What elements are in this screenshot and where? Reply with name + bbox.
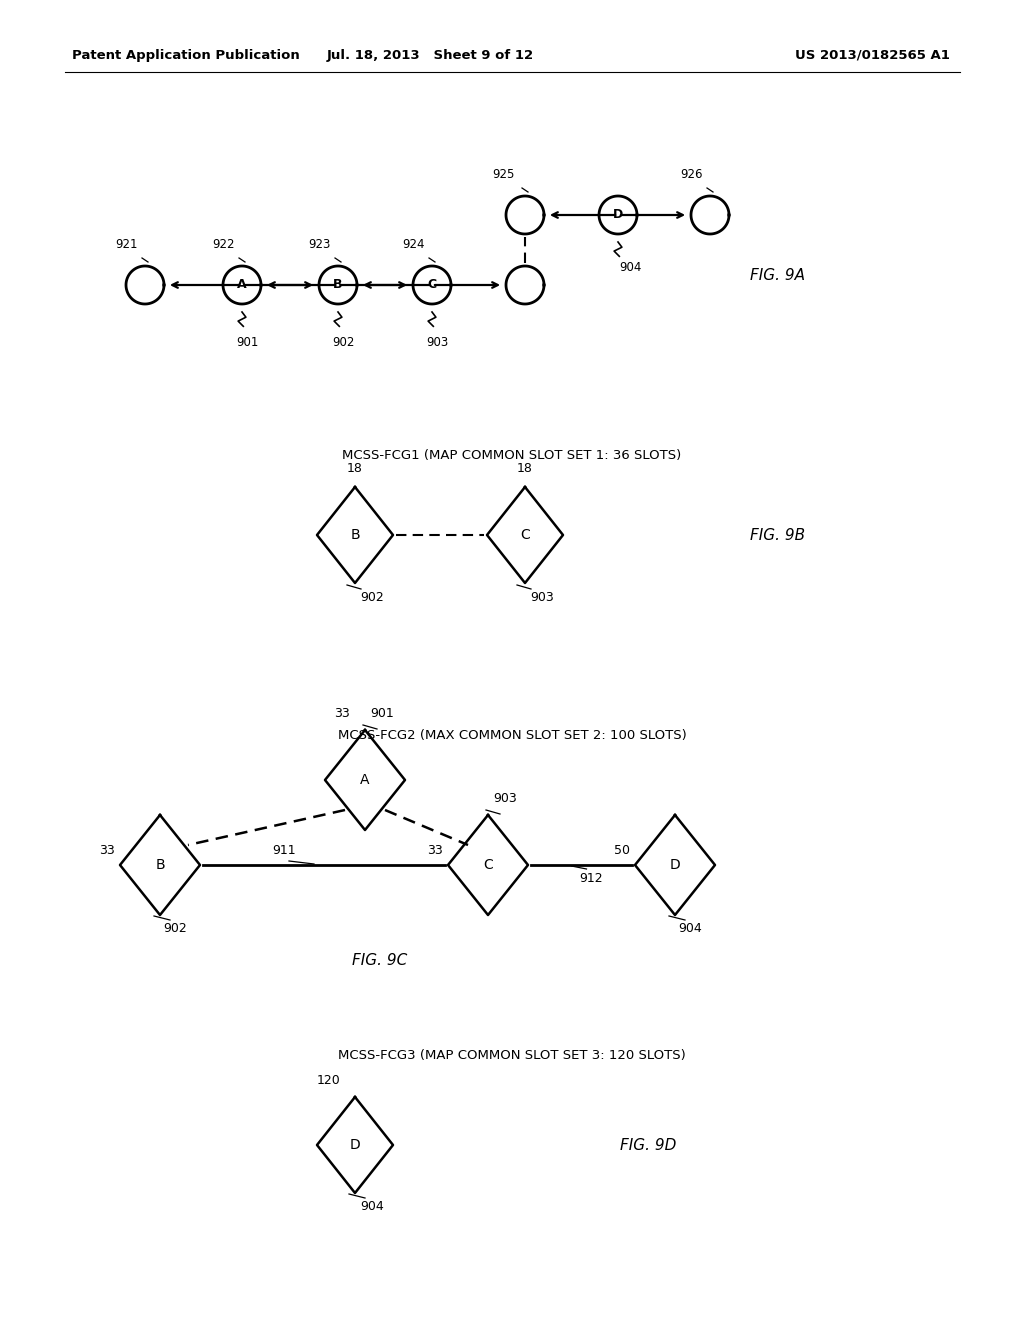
- Text: 904: 904: [678, 921, 701, 935]
- Text: 921: 921: [116, 238, 138, 251]
- Text: 911: 911: [272, 843, 296, 857]
- Text: FIG. 9C: FIG. 9C: [352, 953, 408, 968]
- Text: D: D: [613, 209, 624, 222]
- Text: A: A: [238, 279, 247, 292]
- Text: B: B: [350, 528, 359, 543]
- Text: 33: 33: [99, 843, 115, 857]
- Text: MCSS-FCG2 (MAX COMMON SLOT SET 2: 100 SLOTS): MCSS-FCG2 (MAX COMMON SLOT SET 2: 100 SL…: [338, 729, 686, 742]
- Text: 902: 902: [360, 591, 384, 605]
- Text: D: D: [670, 858, 680, 873]
- Text: B: B: [156, 858, 165, 873]
- Text: 903: 903: [426, 337, 449, 348]
- Text: C: C: [520, 528, 529, 543]
- Text: 904: 904: [360, 1200, 384, 1213]
- Text: FIG. 9D: FIG. 9D: [620, 1138, 677, 1152]
- Text: B: B: [333, 279, 343, 292]
- Text: Jul. 18, 2013   Sheet 9 of 12: Jul. 18, 2013 Sheet 9 of 12: [327, 49, 534, 62]
- Text: 902: 902: [332, 337, 354, 348]
- Text: 902: 902: [163, 921, 186, 935]
- Text: 18: 18: [347, 462, 362, 475]
- Text: 922: 922: [213, 238, 234, 251]
- Text: US 2013/0182565 A1: US 2013/0182565 A1: [795, 49, 950, 62]
- Text: C: C: [427, 279, 436, 292]
- Text: A: A: [360, 774, 370, 787]
- Text: C: C: [483, 858, 493, 873]
- Text: 912: 912: [580, 873, 603, 884]
- Text: 33: 33: [334, 708, 350, 719]
- Text: MCSS-FCG1 (MAP COMMON SLOT SET 1: 36 SLOTS): MCSS-FCG1 (MAP COMMON SLOT SET 1: 36 SLO…: [342, 449, 682, 462]
- Text: 926: 926: [681, 168, 703, 181]
- Text: 120: 120: [316, 1074, 340, 1086]
- Text: FIG. 9A: FIG. 9A: [750, 268, 805, 282]
- Text: Patent Application Publication: Patent Application Publication: [72, 49, 300, 62]
- Text: 903: 903: [530, 591, 554, 605]
- Text: 925: 925: [493, 168, 515, 181]
- Text: 18: 18: [517, 462, 532, 475]
- Text: 923: 923: [308, 238, 331, 251]
- Text: 50: 50: [614, 843, 630, 857]
- Text: MCSS-FCG3 (MAP COMMON SLOT SET 3: 120 SLOTS): MCSS-FCG3 (MAP COMMON SLOT SET 3: 120 SL…: [338, 1048, 686, 1061]
- Text: 901: 901: [370, 708, 394, 719]
- Text: 33: 33: [427, 843, 443, 857]
- Text: 901: 901: [236, 337, 258, 348]
- Text: 903: 903: [493, 792, 517, 805]
- Text: 924: 924: [402, 238, 425, 251]
- Text: D: D: [349, 1138, 360, 1152]
- Text: FIG. 9B: FIG. 9B: [750, 528, 805, 543]
- Text: 904: 904: [618, 261, 641, 275]
